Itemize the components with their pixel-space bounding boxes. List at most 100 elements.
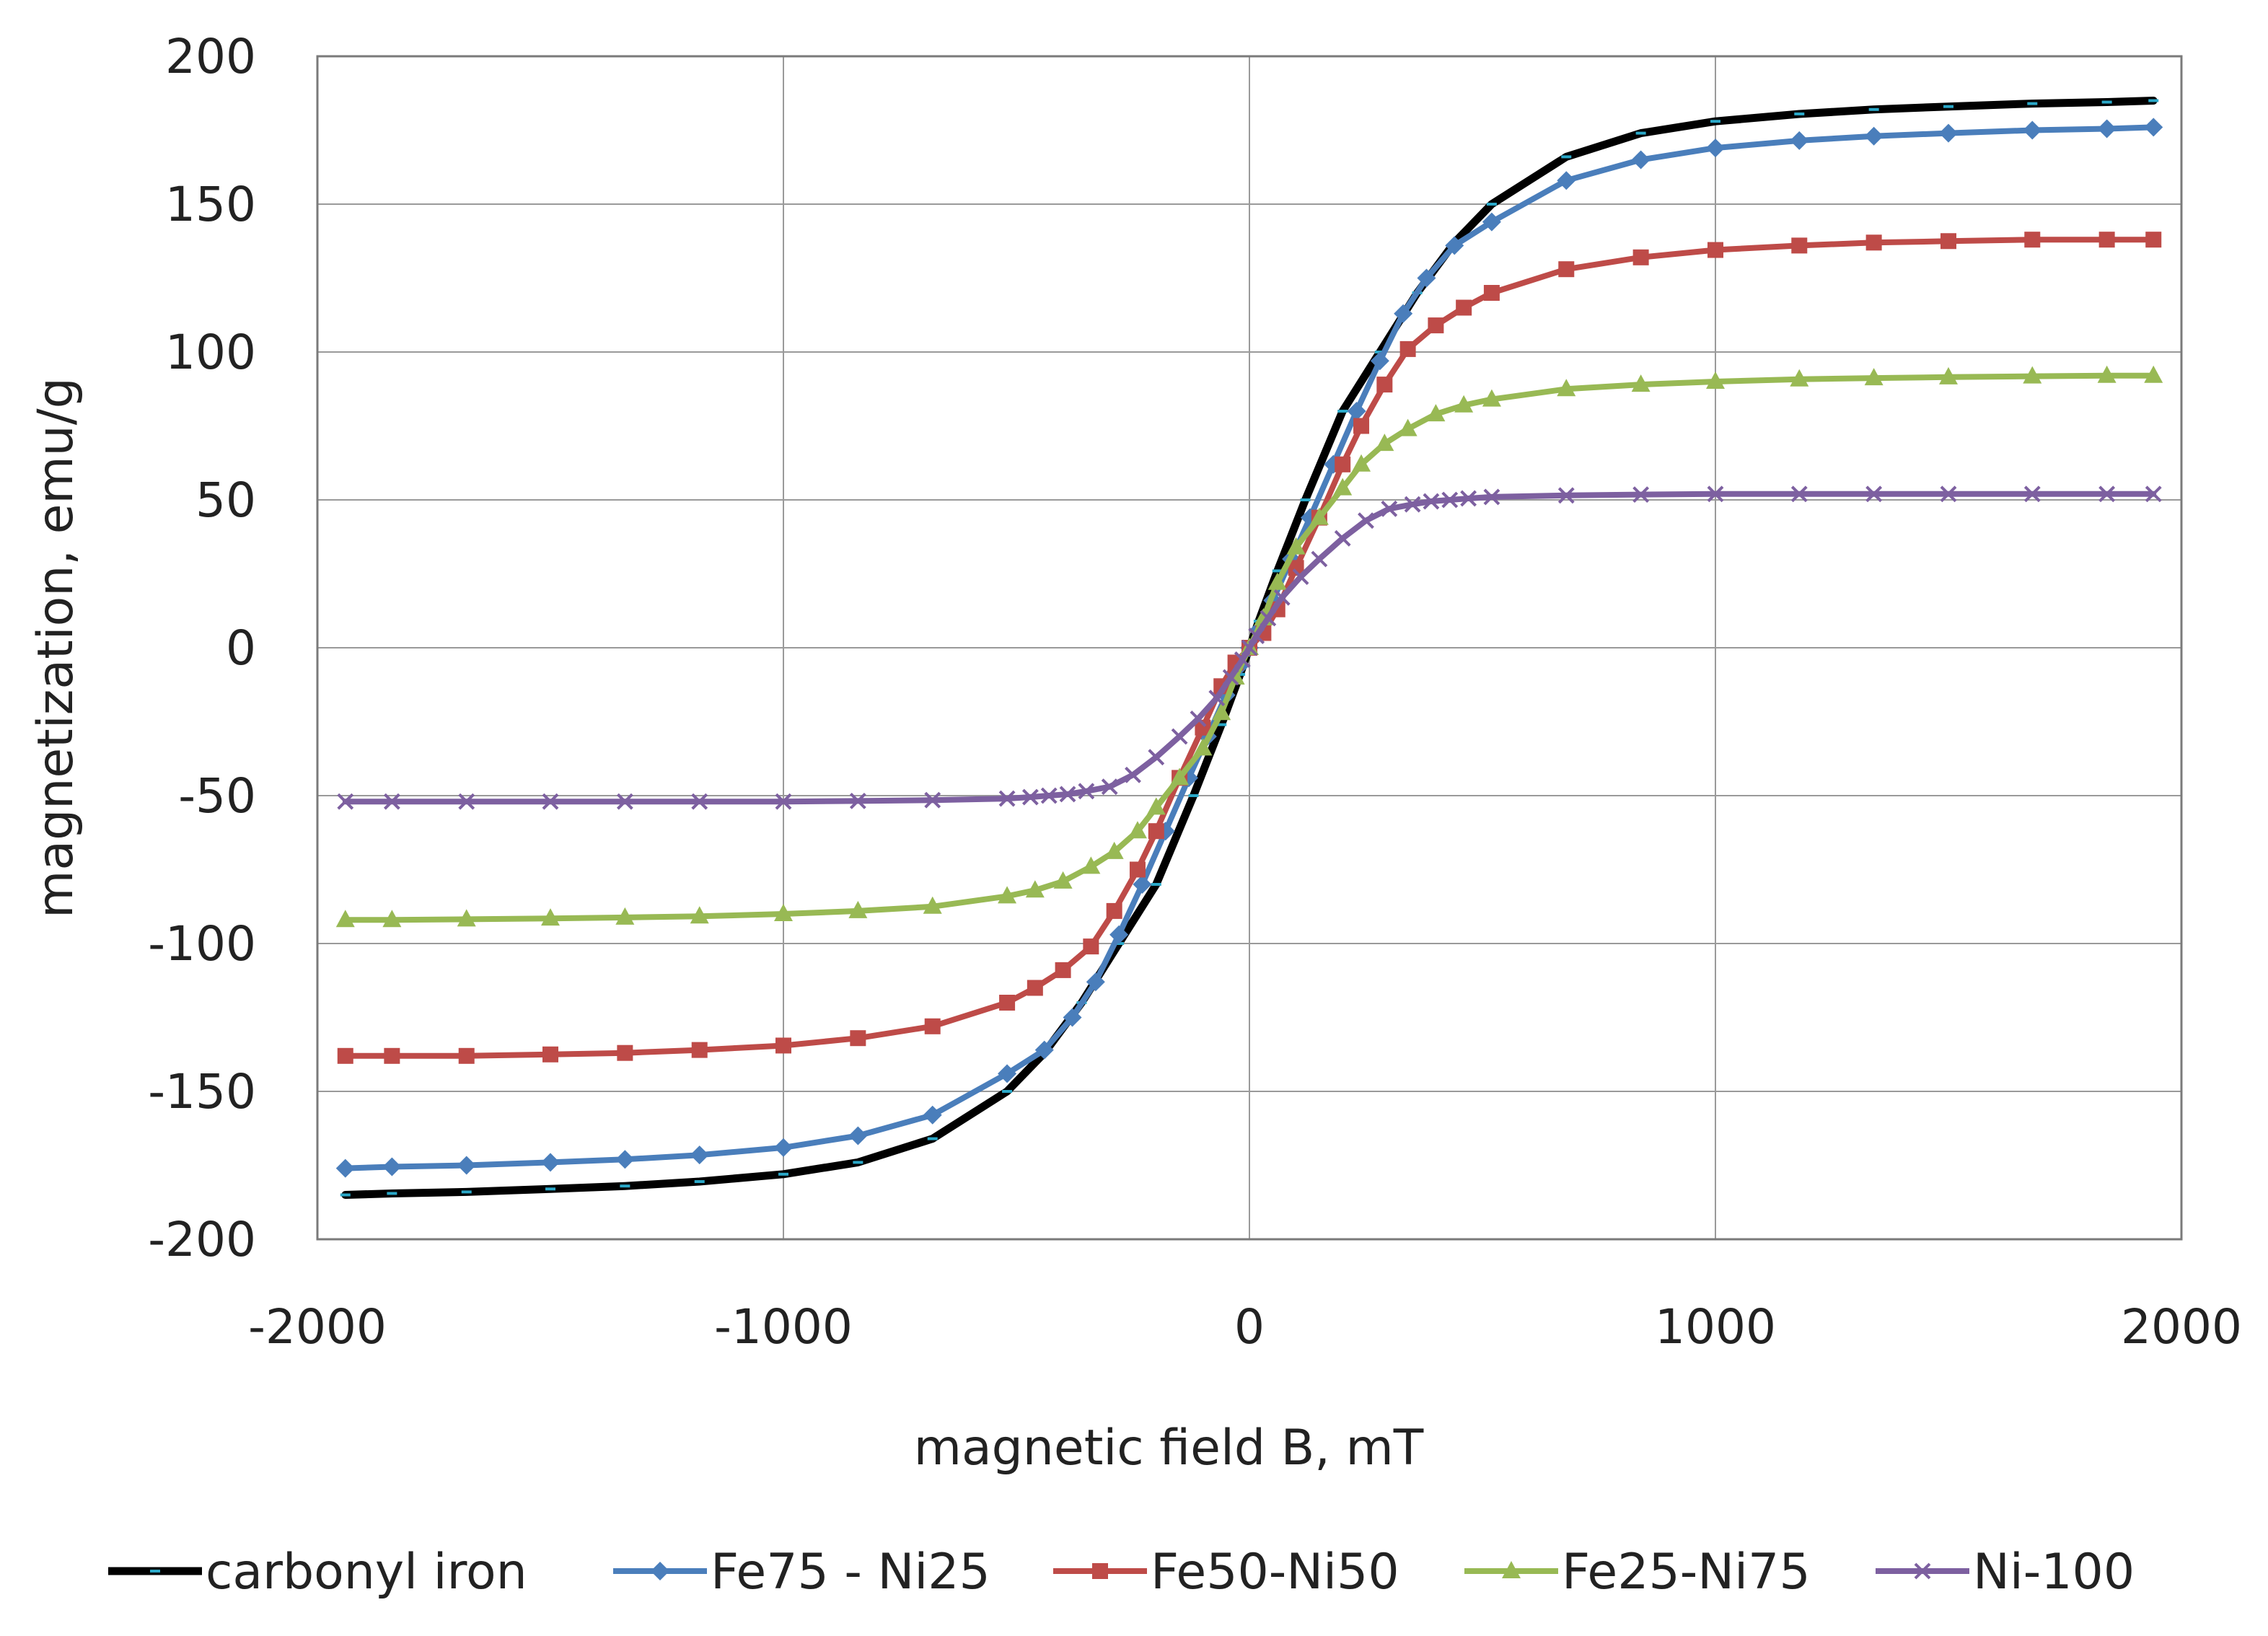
data-point <box>1353 418 1370 434</box>
data-point <box>1631 150 1651 170</box>
data-point <box>541 1153 560 1172</box>
data-point <box>1101 778 1118 796</box>
data-point <box>382 910 402 928</box>
data-point <box>1790 485 1808 503</box>
data-point <box>457 1156 476 1175</box>
series-layer <box>335 97 2163 1199</box>
data-point <box>1125 766 1141 783</box>
y-axis-tick-labels: -200 -150 -100 -50 0 50 100 150 200 <box>148 29 256 1267</box>
data-point <box>923 896 942 914</box>
data-point <box>1333 478 1353 496</box>
data-point <box>1381 500 1398 517</box>
data-point <box>924 1018 941 1034</box>
data-point <box>1558 261 1575 278</box>
data-point <box>337 793 354 810</box>
data-point <box>335 910 355 928</box>
data-point <box>2145 485 2162 503</box>
data-point <box>1423 493 1440 510</box>
data-point <box>1482 389 1501 407</box>
data-point <box>1791 237 1808 254</box>
y-tick-label: 200 <box>165 29 256 84</box>
data-point <box>1083 938 1099 955</box>
data-point <box>1222 669 1239 686</box>
data-point <box>1557 171 1576 190</box>
legend-label: Fe25-Ni75 <box>1562 1544 1811 1601</box>
legend-item: Fe25-Ni75 <box>1464 1544 1811 1601</box>
data-point <box>1193 738 1213 756</box>
data-point <box>923 1105 942 1125</box>
data-point <box>1394 304 1413 323</box>
data-point <box>774 904 793 921</box>
data-point <box>1865 234 1882 251</box>
data-point <box>1864 126 1884 146</box>
legend: carbonyl iron Fe75 - Ni25 Fe50-Ni50 Fe25-Ni… <box>108 1544 2135 1601</box>
series-5 <box>337 485 2162 810</box>
data-point <box>1939 366 1958 384</box>
data-point <box>1358 512 1374 529</box>
y-tick-label: -100 <box>148 916 256 972</box>
data-point <box>774 1138 793 1157</box>
data-point <box>541 908 560 926</box>
data-point <box>1267 572 1287 590</box>
data-point <box>1460 490 1477 507</box>
data-point <box>1707 242 1723 258</box>
data-point <box>1311 550 1328 568</box>
data-point <box>1790 131 1809 150</box>
x-tick-label: 1000 <box>1655 1299 1776 1355</box>
legend-label: carbonyl iron <box>206 1544 527 1601</box>
data-point <box>2097 119 2117 138</box>
data-point <box>775 1037 791 1054</box>
data-point <box>998 886 1017 904</box>
data-point <box>1212 703 1231 721</box>
data-point <box>1021 788 1039 806</box>
data-point <box>998 1064 1017 1083</box>
data-point <box>1273 589 1291 606</box>
data-point <box>1483 285 1500 301</box>
data-point <box>850 1030 866 1047</box>
data-point <box>617 1045 633 1061</box>
data-point <box>1370 351 1389 371</box>
data-point <box>691 793 708 810</box>
data-point <box>1078 783 1095 800</box>
data-point <box>2024 232 2041 248</box>
data-point <box>1428 317 1444 334</box>
data-point <box>382 1157 402 1177</box>
data-point <box>1148 749 1165 766</box>
data-point <box>1129 861 1146 878</box>
legend-label: Ni-100 <box>1973 1544 2135 1601</box>
data-point <box>1086 972 1105 992</box>
data-point <box>1133 875 1152 894</box>
legend-item: Fe75 - Ni25 <box>613 1544 990 1601</box>
data-point <box>998 790 1016 807</box>
data-point <box>1309 507 1329 525</box>
x-axis-tick-labels: -2000 -1000 0 1000 2000 <box>248 1299 2242 1355</box>
y-tick-label: -200 <box>148 1212 256 1267</box>
data-point <box>691 1042 708 1058</box>
data-point <box>1241 639 1258 656</box>
data-point <box>690 1145 709 1165</box>
data-point <box>2144 118 2163 137</box>
data-point <box>384 1047 400 1064</box>
y-tick-label: 50 <box>195 472 256 528</box>
data-point <box>690 906 709 924</box>
data-point <box>1441 491 1459 509</box>
data-point <box>1292 568 1309 586</box>
plot-area-frame <box>316 55 2183 1241</box>
data-point <box>1482 212 1501 232</box>
y-tick-label: -150 <box>148 1064 256 1120</box>
legend-item: Fe50-Ni50 <box>1053 1544 1399 1601</box>
data-point <box>458 1047 475 1064</box>
y-tick-label: 150 <box>165 177 256 232</box>
data-point <box>1347 402 1366 421</box>
data-point <box>1025 880 1045 898</box>
data-point <box>1376 377 1393 393</box>
data-point <box>1940 485 1957 503</box>
legend-marker <box>1092 1563 1108 1579</box>
data-point <box>1632 249 1649 265</box>
data-point <box>1631 374 1651 392</box>
data-point <box>1557 379 1576 397</box>
data-point <box>1234 651 1251 668</box>
data-point <box>1352 454 1371 472</box>
data-point <box>1864 368 1884 386</box>
data-point <box>999 995 1016 1011</box>
